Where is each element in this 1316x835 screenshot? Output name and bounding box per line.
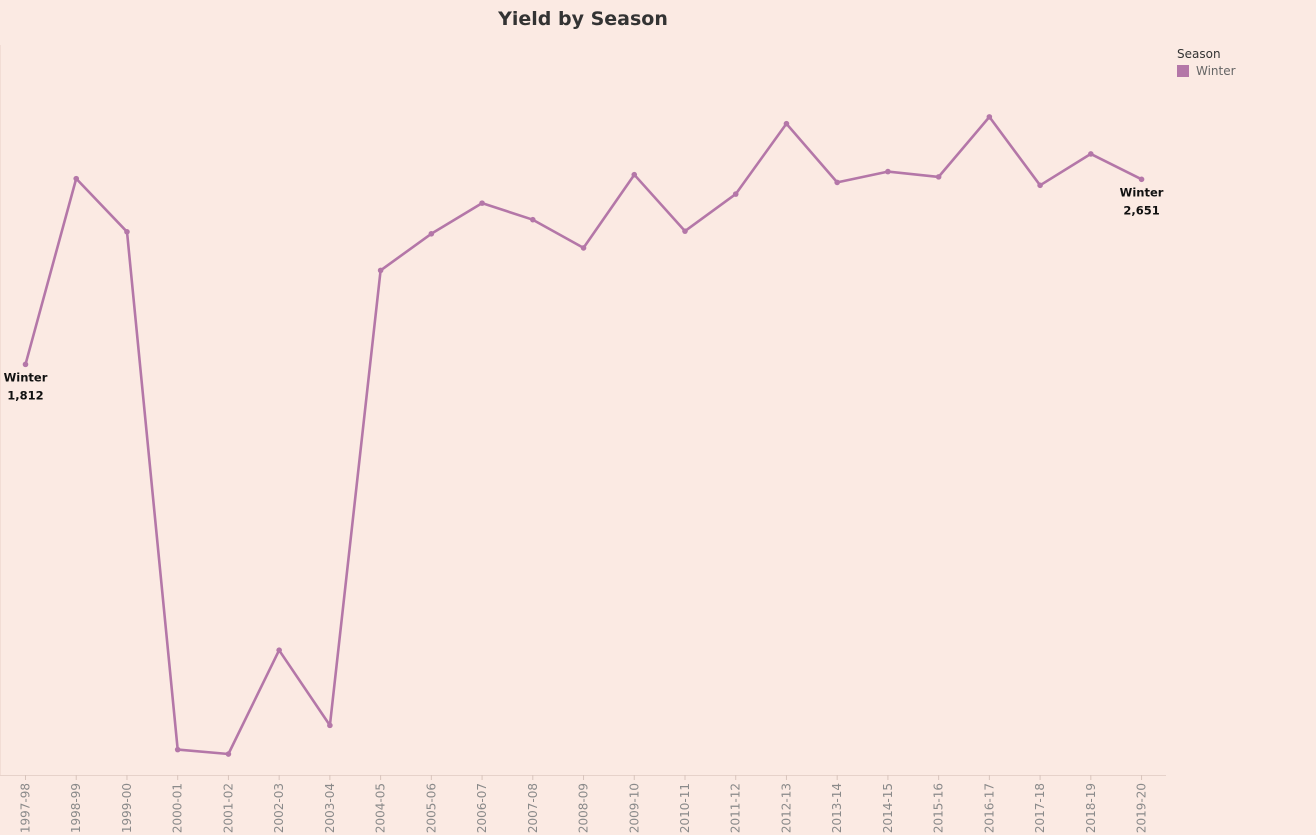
data-label-value: 1,812 <box>7 388 43 402</box>
data-point <box>124 229 130 235</box>
x-tick-label: 2017-18 <box>1033 783 1047 833</box>
x-tick-label: 1998-99 <box>69 783 83 833</box>
x-tick-label: 2003-04 <box>323 783 337 833</box>
series-line-winter <box>24 115 1143 756</box>
x-tick-label: 2008-09 <box>577 783 591 833</box>
legend-item-winter[interactable]: Winter <box>1177 64 1236 78</box>
x-tick-label: 2001-02 <box>221 783 235 833</box>
x-tick-label: 2015-16 <box>932 783 946 833</box>
data-point <box>225 751 232 757</box>
legend-label: Winter <box>1196 64 1236 78</box>
x-tick-label: 2009-10 <box>627 783 641 833</box>
x-tick-label: 2012-13 <box>779 783 793 833</box>
data-point <box>377 267 384 274</box>
data-label-value: 2,651 <box>1123 203 1159 217</box>
x-tick-label: 2010-11 <box>678 783 692 833</box>
data-label-series: Winter <box>1120 185 1164 199</box>
x-tick-label: 2018-19 <box>1084 783 1098 833</box>
data-point <box>732 191 739 197</box>
data-point <box>327 722 333 729</box>
x-tick-label: 2016-17 <box>982 783 996 833</box>
data-point <box>1138 176 1145 183</box>
data-point <box>276 647 282 653</box>
x-tick-label: 2005-06 <box>424 783 438 833</box>
data-label-series: Winter <box>4 370 48 384</box>
data-point <box>428 230 435 237</box>
data-point <box>73 175 80 182</box>
data-point <box>479 200 485 206</box>
legend-swatch <box>1177 65 1189 77</box>
data-point <box>1037 182 1043 189</box>
x-tick-label: 2014-15 <box>881 783 895 833</box>
data-point <box>834 179 840 186</box>
x-tick-label: 2000-01 <box>171 783 185 833</box>
x-tick-label: 2013-14 <box>830 783 844 833</box>
x-tick-label: 2006-07 <box>475 783 489 833</box>
x-tick-label: 1999-00 <box>120 783 134 833</box>
data-point <box>935 174 942 180</box>
x-tick-label: 2002-03 <box>272 783 286 833</box>
data-point <box>682 228 688 234</box>
data-point <box>580 245 587 251</box>
data-point <box>631 171 638 178</box>
data-point <box>174 746 181 753</box>
chart-title: Yield by Season <box>498 8 668 30</box>
data-point <box>22 361 29 368</box>
data-point <box>986 114 993 120</box>
x-tick-label: 1997-98 <box>19 783 33 833</box>
x-tick-label: 2007-08 <box>526 783 540 833</box>
data-point <box>885 168 891 175</box>
data-point <box>530 216 536 223</box>
legend: Season Winter <box>1177 47 1236 78</box>
data-point <box>783 120 790 127</box>
legend-title: Season <box>1177 47 1221 61</box>
x-tick-label: 2004-05 <box>374 783 388 833</box>
data-point <box>1088 151 1094 157</box>
x-tick-label: 2019-20 <box>1135 783 1149 833</box>
x-tick-label: 2011-12 <box>729 783 743 833</box>
